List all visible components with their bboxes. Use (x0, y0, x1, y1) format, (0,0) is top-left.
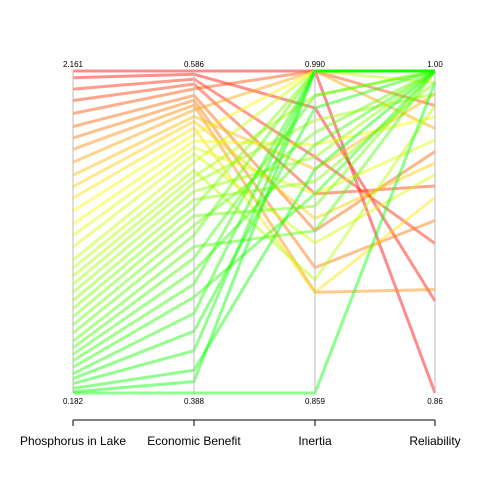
solution-line (72, 138, 436, 237)
bottom-axis (72, 419, 436, 426)
solution-line (72, 98, 436, 270)
axis-2-max-label: 0.586 (184, 60, 205, 69)
solution-line (72, 69, 436, 115)
axis-1-min-label: 0.182 (63, 397, 84, 406)
solution-line (72, 115, 436, 226)
solution-line (72, 104, 437, 282)
solution-line (72, 69, 436, 390)
solution-line (72, 70, 437, 343)
solution-line (72, 72, 437, 302)
solution-line (72, 69, 435, 310)
solution-line (72, 69, 436, 356)
solution-line (72, 69, 435, 335)
axis-2-name: Economic Benefit (147, 434, 241, 448)
axis-2-min-label: 0.388 (184, 397, 205, 406)
axis-labels: 2.161 0.586 0.990 1.00 0.182 0.388 0.859… (20, 60, 461, 448)
solution-line (72, 69, 437, 369)
axis-3-max-label: 0.990 (305, 60, 326, 69)
solution-line (72, 69, 435, 363)
solution-line (72, 69, 435, 376)
solution-line (72, 119, 436, 220)
solution-line (72, 92, 436, 177)
axes (72, 71, 436, 393)
solution-line (72, 70, 437, 319)
solution-line (72, 69, 435, 394)
solution-line (72, 69, 436, 327)
axis-1-name: Phosphorus in Lake (20, 434, 126, 448)
solution-line (72, 69, 436, 278)
solution-line (72, 152, 436, 249)
solution-line (72, 93, 436, 233)
solution-line (72, 81, 436, 302)
axis-4-max-label: 1.00 (427, 60, 443, 69)
solution-line (72, 82, 436, 196)
solution-line (73, 81, 437, 395)
solution-line (72, 69, 436, 294)
solution-line (72, 77, 436, 245)
solution-line (72, 103, 436, 294)
axis-1-max-label: 2.161 (63, 60, 84, 69)
solution-line (72, 69, 436, 381)
solution-line (72, 69, 435, 386)
solution-line (72, 69, 436, 164)
solution-lines (72, 69, 437, 395)
solution-line (72, 92, 436, 286)
axis-3-min-label: 0.859 (305, 397, 326, 406)
axis-4-name: Reliability (409, 434, 460, 448)
solution-line (73, 69, 437, 394)
axis-4-min-label: 0.86 (427, 397, 443, 406)
solution-line (72, 69, 435, 213)
axis-3-name: Inertia (298, 434, 332, 448)
solution-line (72, 126, 436, 294)
solution-line (72, 69, 436, 262)
solution-line (72, 69, 436, 350)
